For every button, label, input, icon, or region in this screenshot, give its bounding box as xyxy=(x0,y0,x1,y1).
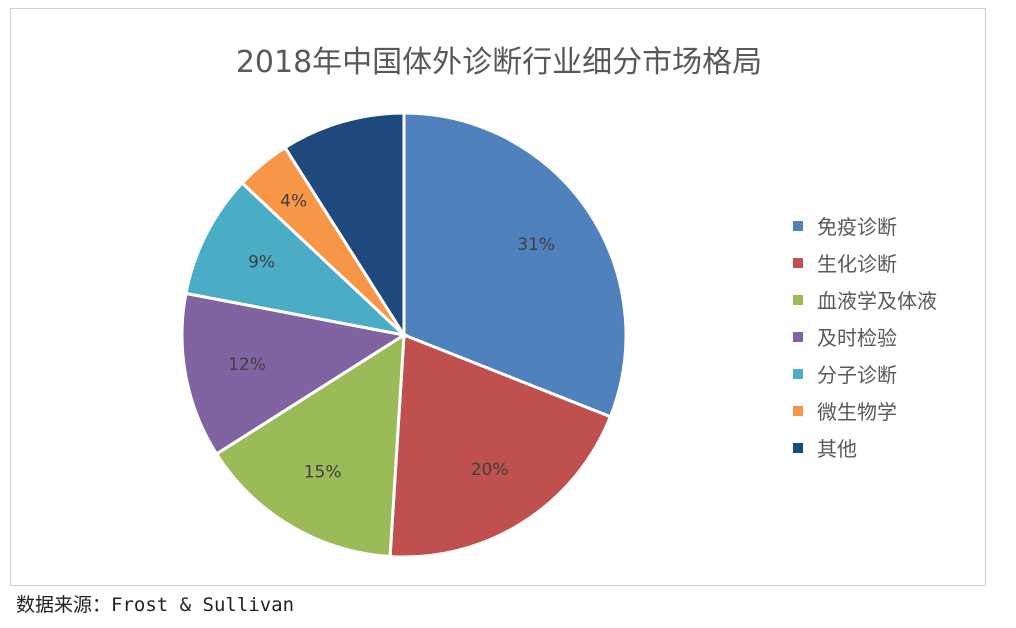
pie-chart: 31% 20% 15% 12% 9% 4% xyxy=(180,111,628,559)
slice-label-5: 4% xyxy=(280,192,307,212)
slice-label-3: 12% xyxy=(228,355,266,375)
legend-label-0: 免疫诊断 xyxy=(817,215,897,239)
legend-swatch-1 xyxy=(793,257,803,268)
legend-item-4: 分子诊断 xyxy=(793,355,937,392)
legend-label-1: 生化诊断 xyxy=(817,252,897,276)
slice-label-1: 20% xyxy=(471,460,509,480)
legend: 免疫诊断生化诊断血液学及体液 及时检验分子诊断微生物学其他 xyxy=(793,207,937,466)
slice-label-0: 31% xyxy=(517,235,555,255)
legend-label-3: 及时检验 xyxy=(817,326,897,350)
legend-swatch-2 xyxy=(793,294,803,305)
legend-item-2: 血液学及体液 xyxy=(793,281,937,318)
legend-swatch-3 xyxy=(793,331,803,342)
legend-label-4: 分子诊断 xyxy=(817,363,897,387)
legend-swatch-6 xyxy=(793,442,803,453)
source-note: 数据来源：Frost & Sullivan xyxy=(16,594,295,616)
pie-slice-1 xyxy=(388,332,613,559)
legend-label-5: 微生物学 xyxy=(817,400,897,424)
slice-label-2: 15% xyxy=(304,463,342,483)
legend-label-6: 其他 xyxy=(817,437,857,461)
legend-item-5: 微生物学 xyxy=(793,392,937,429)
chart-frame: 2018年中国体外诊断行业细分市场格局 31% 20% 15% 12% 9% 4% 免疫诊… xyxy=(10,8,986,586)
legend-swatch-0 xyxy=(793,220,803,231)
legend-item-6: 其他 xyxy=(793,429,937,466)
legend-item-3: 及时检验 xyxy=(793,318,937,355)
legend-item-1: 生化诊断 xyxy=(793,244,937,281)
pie-slice-3 xyxy=(180,291,409,457)
pie-slice-0 xyxy=(402,111,628,419)
legend-swatch-4 xyxy=(793,368,803,379)
legend-item-0: 免疫诊断 xyxy=(793,207,937,244)
pie-slice-2 xyxy=(214,332,406,559)
slice-label-4: 9% xyxy=(248,252,275,272)
legend-swatch-5 xyxy=(793,405,803,416)
pie-slice-4 xyxy=(184,180,409,338)
legend-label-2: 血液学及体液 xyxy=(817,289,937,313)
chart-title: 2018年中国体外诊断行业细分市场格局 xyxy=(235,45,763,80)
pie-slice-6 xyxy=(282,111,406,341)
